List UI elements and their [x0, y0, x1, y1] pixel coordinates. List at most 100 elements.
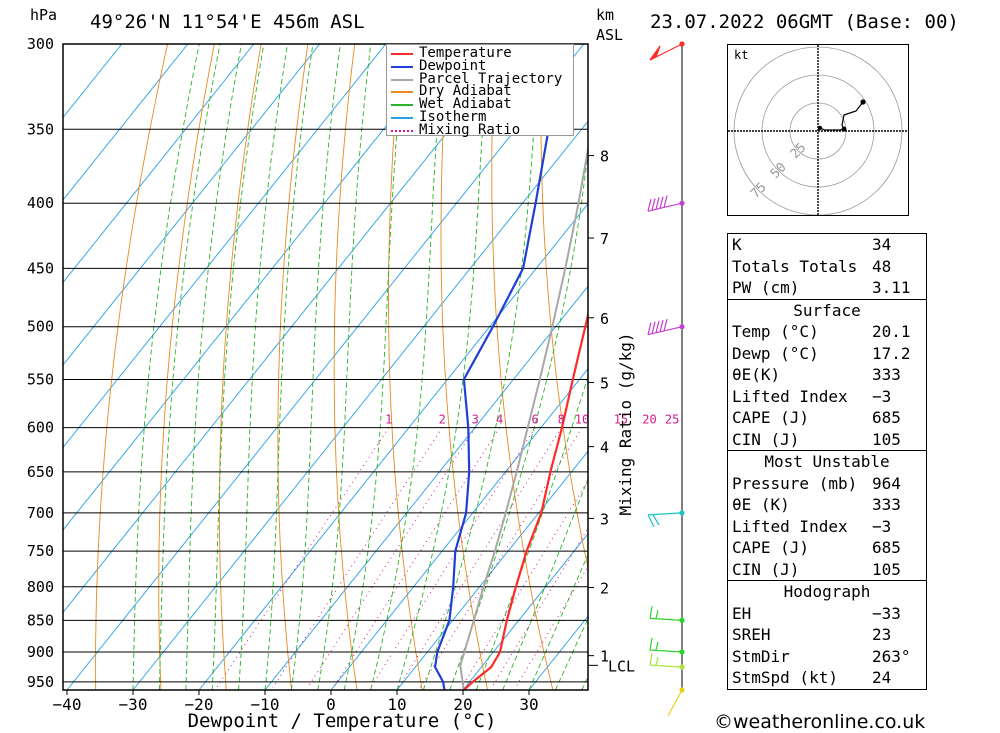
series-parcel-trajectory: [459, 143, 588, 690]
hodograph-point: [817, 125, 823, 131]
index-row: K 34: [728, 234, 926, 256]
indices-table: K 34 Totals Totals 48 PW (cm) 3.11 Surface Te…: [727, 233, 927, 690]
dry-adiabat-line: [635, 44, 720, 699]
wind-barb-flag: [651, 321, 656, 334]
legend-item: Temperature: [387, 46, 573, 60]
km-tick-label: 7: [600, 230, 609, 248]
wind-barb-flag: [663, 195, 668, 208]
wind-barb: [667, 687, 685, 717]
wet-adiabat-line: [449, 147, 588, 690]
pressure-tick-label: 600: [27, 419, 54, 437]
isotherm-line: [198, 203, 588, 690]
pressure-tick-label: 800: [27, 578, 54, 596]
index-value: 34: [872, 235, 892, 254]
legend-label: Parcel Trajectory: [419, 70, 563, 87]
index-name: EH: [732, 603, 752, 623]
index-value: 105: [872, 559, 901, 579]
wind-barb-flag: [659, 319, 664, 333]
dry-adiabat-line: [219, 44, 262, 690]
mixing-ratio-label: 25: [665, 413, 679, 427]
index-name: Totals Totals: [732, 256, 858, 276]
wind-barb-flag: [647, 514, 655, 528]
hodograph-end-dot: [860, 99, 866, 105]
wet-adiabat-line: [554, 617, 588, 690]
x-tick-label: 0: [326, 695, 336, 714]
index-name: Lifted Index: [732, 516, 848, 536]
index-row: StmDir 263°: [728, 646, 926, 668]
surface-section: Surface Temp (°C) 20.1 Dewp (°C) 17.2 θE(K) 3…: [728, 298, 926, 451]
mixing-ratio-label: 6: [531, 413, 538, 427]
wet-adiabat-line: [238, 44, 288, 690]
mixing-ratio-label: 4: [496, 413, 503, 427]
wind-barb-flag: [655, 197, 660, 210]
legend-swatch: [391, 104, 413, 107]
wind-barb-shaft: [649, 649, 683, 653]
wet-adiabat-line: [290, 44, 341, 690]
index-name: StmDir: [732, 646, 790, 666]
dry-adiabat-line: [540, 44, 588, 570]
pressure-tick-label: 850: [27, 611, 54, 629]
mixing-ratio-label: 8: [558, 413, 565, 427]
wind-barb-shaft: [649, 664, 683, 668]
index-row: CAPE (J) 685: [728, 407, 926, 429]
isotherm-line: [63, 44, 123, 119]
wet-adiabat-line: [132, 44, 200, 690]
wind-barb: [649, 606, 685, 623]
wind-barb-flag: [655, 641, 659, 651]
isotherm-line: [595, 44, 720, 690]
wind-barb: [647, 318, 685, 336]
index-row: CAPE (J) 685: [728, 537, 926, 559]
legend-label: Mixing Ratio: [419, 121, 521, 138]
wind-barb-flag: [655, 320, 660, 334]
wind-barb-dot: [679, 200, 685, 206]
x-tick-label: 10: [387, 695, 406, 714]
series-temperature: [462, 310, 588, 690]
copyright-footer[interactable]: ©weatheronline.co.uk: [714, 711, 926, 733]
series-dewpoint: [433, 44, 566, 690]
wet-adiabat-line: [185, 44, 242, 690]
pressure-tick-label: 450: [27, 259, 54, 277]
x-tick-label: −20: [185, 695, 214, 714]
index-row: Dewp (°C) 17.2: [728, 343, 926, 365]
hodograph-ring-label: 50: [768, 160, 790, 182]
index-value: 23: [872, 625, 892, 644]
index-row: θE (K) 333: [728, 494, 926, 516]
legend: Temperature Dewpoint Parcel Trajectory Dry …: [386, 44, 574, 138]
isotherm-line: [63, 44, 387, 449]
km-label: km: [596, 6, 615, 24]
pressure-tick-label: 950: [27, 673, 54, 691]
index-value: 333: [872, 365, 901, 384]
x-tick-label: −40: [53, 695, 82, 714]
isotherm-line: [63, 44, 255, 284]
isotherm-line: [264, 285, 588, 690]
index-value: 20.1: [872, 322, 911, 341]
km-tick-label: 6: [600, 310, 609, 328]
km-tick-label: 3: [600, 510, 609, 528]
hodograph-point: [841, 126, 847, 132]
legend-item: Dry Adiabat: [387, 85, 573, 98]
legend-label: Isotherm: [419, 108, 487, 125]
legend-item: Wet Adiabat: [387, 97, 573, 111]
legend-item: Dewpoint: [387, 59, 573, 73]
index-row: Lifted Index −3: [728, 386, 926, 408]
wind-barb-flag: [655, 656, 659, 666]
wet-adiabat-line: [264, 44, 314, 690]
wind-barb-flag: [655, 610, 659, 619]
mixing-ratio-label: 20: [642, 413, 656, 427]
pressure-tick-label: 700: [27, 504, 54, 522]
wind-barb-flag: [649, 606, 653, 619]
x-tick-label: −10: [251, 695, 280, 714]
index-value: 263°: [872, 646, 911, 666]
wet-adiabat-line: [502, 477, 588, 690]
wet-adiabat-line: [317, 44, 372, 690]
isotherm-line: [63, 44, 453, 531]
mixing-ratio-line: [491, 527, 588, 688]
most-unstable-title: Most Unstable: [764, 452, 890, 471]
dry-adiabat-line: [95, 44, 169, 690]
index-row: Lifted Index −3: [728, 516, 926, 538]
mixing-ratio-line: [515, 565, 588, 688]
legend-swatch: [391, 65, 413, 68]
legend-swatch: [391, 129, 413, 132]
index-name: K: [732, 235, 742, 254]
mixing-ratio-label: 1: [385, 413, 392, 427]
